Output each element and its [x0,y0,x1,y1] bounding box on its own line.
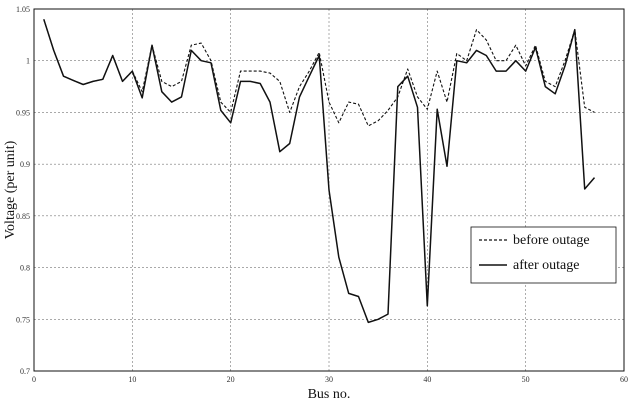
y-axis-label: Voltage (per unit) [3,140,18,239]
x-tick-label: 50 [522,375,530,384]
legend: before outage after outage [470,226,617,284]
y-tick-label: 1 [26,57,30,66]
series-group [43,19,596,324]
plot-area-frame [33,8,625,372]
y-tick-label: 0.7 [20,367,30,376]
legend-label-after-outage: after outage [513,258,579,273]
y-tick-label: 0.95 [16,108,30,117]
x-tick-label: 40 [423,375,431,384]
axis-ticks: 0 10 20 30 40 50 60 0.7 0.75 0.8 0.85 0.9 0.95 1 1.05 [16,5,628,384]
y-tick-label: 0.8 [20,264,30,273]
x-tick-label: 60 [620,375,628,384]
y-tick-label: 0.9 [20,160,30,169]
x-tick-label: 20 [227,375,235,384]
x-tick-label: 0 [32,375,36,384]
y-tick-label: 0.85 [16,212,30,221]
legend-label-before-outage: before outage [513,233,590,248]
x-axis-label: Bus no. [308,387,351,402]
y-tick-label: 1.05 [16,5,30,14]
series-line-after-outage [43,19,596,324]
x-tick-label: 30 [325,375,333,384]
x-tick-label: 10 [128,375,136,384]
y-tick-label: 0.75 [16,315,30,324]
legend-box [470,226,617,284]
series-line-before-outage [43,19,595,127]
